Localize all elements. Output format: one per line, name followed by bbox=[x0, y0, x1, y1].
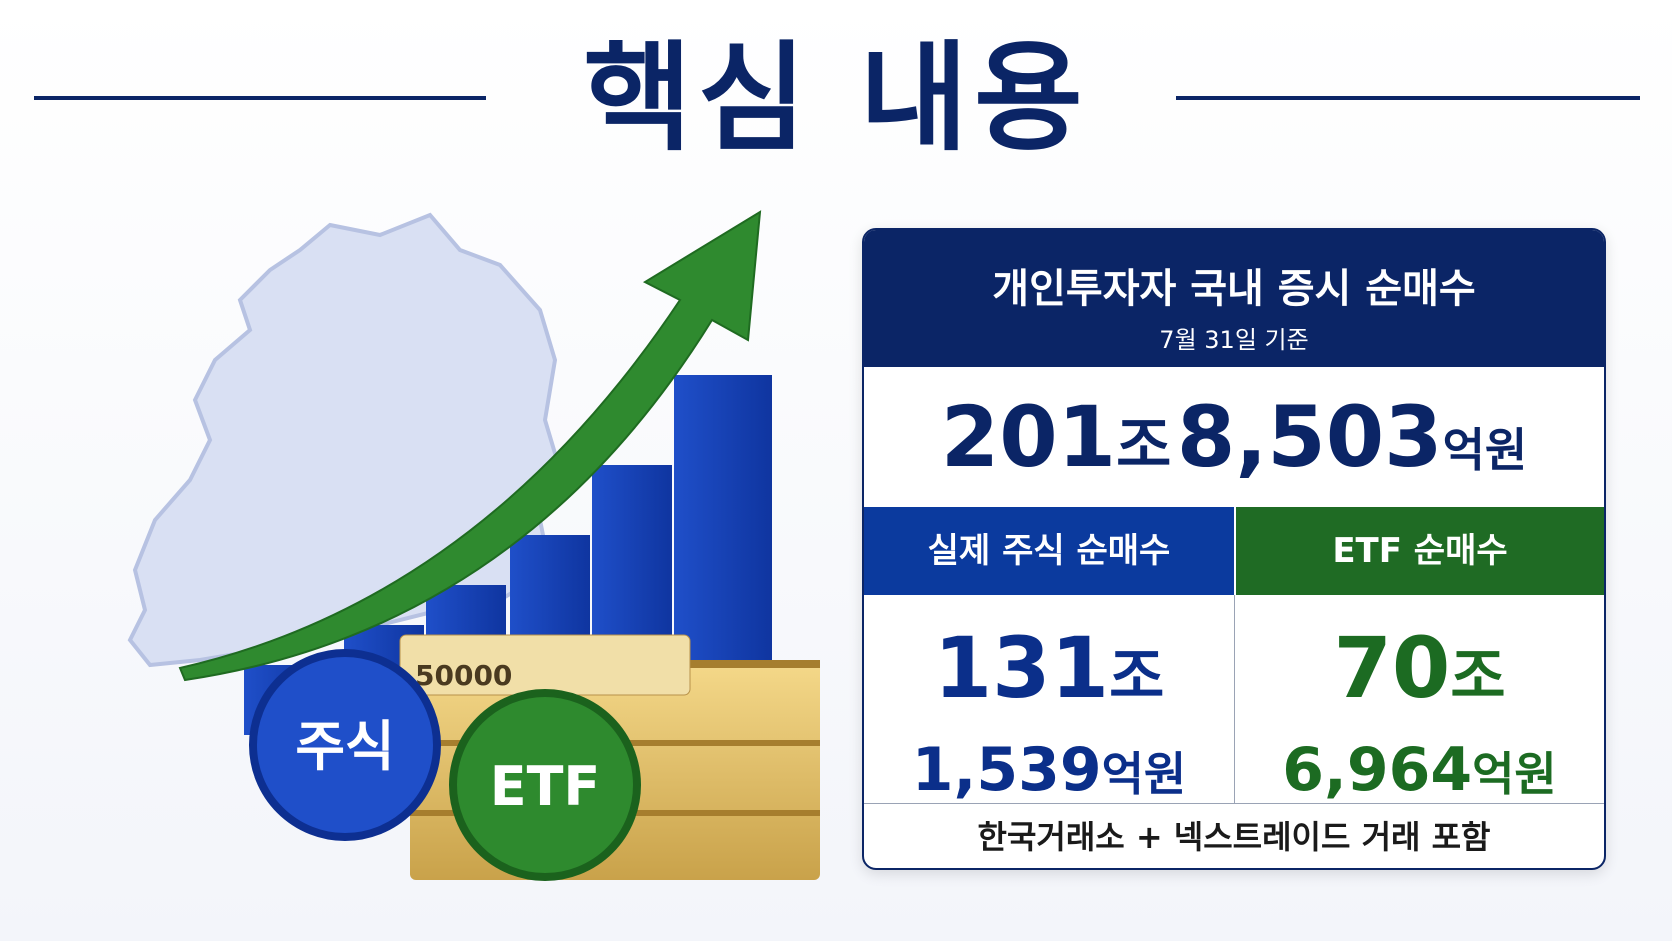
etf-values: 70조 6,964억원 bbox=[1234, 595, 1604, 805]
card-header: 개인투자자 국내 증시 순매수 7월 31일 기준 bbox=[864, 230, 1604, 367]
etf-coin bbox=[449, 689, 641, 881]
etf-header: ETF 순매수 bbox=[1234, 507, 1604, 595]
total-rest: 8,503 bbox=[1176, 388, 1443, 486]
summary-card: 개인투자자 국내 증시 순매수 7월 31일 기준 201조 8,503억원 실… bbox=[862, 228, 1606, 870]
card-footnote: 한국거래소 + 넥스트레이드 거래 포함 bbox=[864, 803, 1604, 868]
unit: 조 bbox=[1109, 642, 1165, 712]
card-title: 개인투자자 국내 증시 순매수 bbox=[992, 266, 1476, 312]
growth-arrow bbox=[178, 210, 762, 682]
etf-trillion: 70 bbox=[1333, 619, 1451, 717]
coin-label: ETF bbox=[490, 755, 601, 818]
total-unit: 조 bbox=[1116, 411, 1172, 481]
etf-coin: ETF bbox=[449, 689, 641, 881]
title-rule bbox=[34, 96, 486, 100]
etf-rest: 6,964 bbox=[1282, 735, 1473, 805]
stock-coin bbox=[249, 649, 441, 841]
coin-label: 주식 bbox=[295, 715, 394, 778]
illustration: 50000 주식 ETF bbox=[127, 210, 820, 881]
stock-trillion: 131 bbox=[933, 619, 1110, 717]
banknote-label: 50000 bbox=[415, 659, 512, 692]
stock-coin: 주식 bbox=[249, 649, 441, 841]
title-rule bbox=[1176, 96, 1640, 100]
total-unit: 억원 bbox=[1442, 423, 1528, 477]
unit: 억원 bbox=[1101, 747, 1187, 801]
stock-header: 실제 주식 순매수 bbox=[864, 507, 1234, 595]
unit: 조 bbox=[1450, 642, 1506, 712]
total-value: 201조 8,503억원 bbox=[864, 367, 1604, 507]
card-subtitle: 7월 31일 기준 bbox=[1159, 326, 1309, 354]
stock-rest: 1,539 bbox=[911, 735, 1102, 805]
page-title: 핵심 내용 bbox=[583, 29, 1089, 167]
stock-values: 131조 1,539억원 bbox=[864, 595, 1234, 805]
total-trillion: 201 bbox=[940, 388, 1117, 486]
unit: 억원 bbox=[1472, 747, 1557, 801]
